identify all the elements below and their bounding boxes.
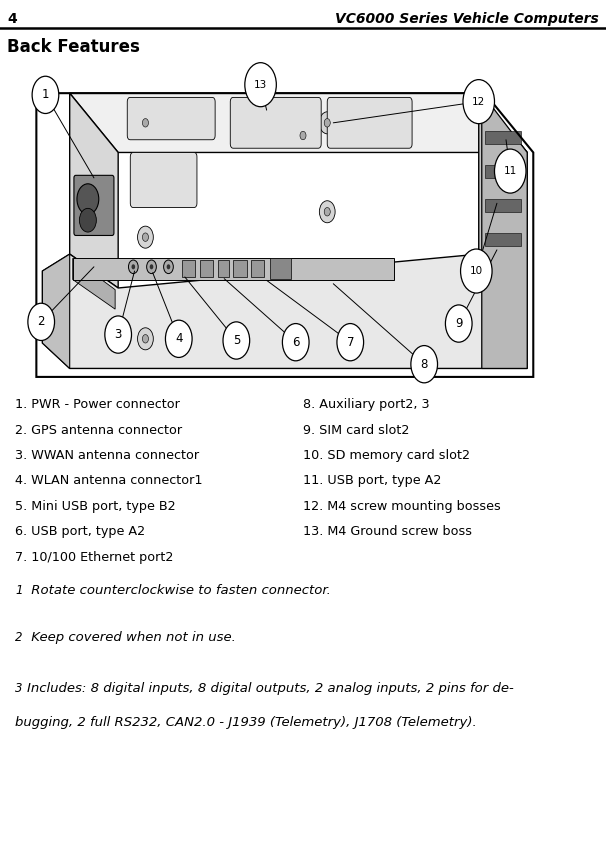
Circle shape — [142, 335, 148, 343]
Circle shape — [142, 233, 148, 241]
Text: 1. PWR - Power connector: 1. PWR - Power connector — [15, 398, 180, 411]
Circle shape — [461, 249, 492, 293]
Circle shape — [282, 324, 309, 361]
Text: 11. USB port, type A2: 11. USB port, type A2 — [303, 474, 441, 487]
Circle shape — [319, 112, 335, 134]
Text: 2: 2 — [15, 631, 22, 644]
Circle shape — [319, 201, 335, 223]
Text: 12. M4 screw mounting bosses: 12. M4 screw mounting bosses — [303, 500, 501, 512]
Text: Includes: 8 digital inputs, 8 digital outputs, 2 analog inputs, 2 pins for de-: Includes: 8 digital inputs, 8 digital ou… — [27, 682, 514, 695]
FancyBboxPatch shape — [200, 260, 213, 277]
Text: 4: 4 — [175, 332, 182, 346]
FancyBboxPatch shape — [218, 260, 229, 277]
Text: 6: 6 — [292, 335, 299, 349]
FancyBboxPatch shape — [74, 175, 114, 235]
Circle shape — [105, 316, 132, 353]
Circle shape — [494, 149, 526, 193]
Text: 9: 9 — [455, 317, 462, 330]
Polygon shape — [482, 93, 527, 368]
FancyBboxPatch shape — [270, 258, 291, 279]
Text: 2. GPS antenna connector: 2. GPS antenna connector — [15, 424, 182, 436]
Text: 12: 12 — [472, 97, 485, 107]
Circle shape — [138, 112, 153, 134]
Circle shape — [445, 305, 472, 342]
Text: 13. M4 Ground screw boss: 13. M4 Ground screw boss — [303, 525, 472, 538]
Polygon shape — [73, 258, 394, 280]
Circle shape — [128, 260, 138, 274]
FancyBboxPatch shape — [182, 260, 195, 277]
Circle shape — [164, 260, 173, 274]
Circle shape — [28, 303, 55, 340]
Circle shape — [79, 208, 96, 232]
Circle shape — [295, 125, 311, 147]
Circle shape — [150, 264, 153, 269]
FancyBboxPatch shape — [485, 131, 521, 144]
Polygon shape — [42, 254, 527, 368]
Circle shape — [77, 184, 99, 214]
Polygon shape — [70, 93, 527, 152]
FancyBboxPatch shape — [251, 260, 264, 277]
Text: VC6000 Series Vehicle Computers: VC6000 Series Vehicle Computers — [335, 12, 599, 25]
Text: 13: 13 — [254, 80, 267, 90]
Polygon shape — [73, 258, 115, 309]
Circle shape — [147, 260, 156, 274]
FancyBboxPatch shape — [485, 199, 521, 212]
Text: Rotate counterclockwise to fasten connector.: Rotate counterclockwise to fasten connec… — [27, 584, 331, 597]
Text: 5. Mini USB port, type B2: 5. Mini USB port, type B2 — [15, 500, 176, 512]
Circle shape — [142, 119, 148, 127]
FancyBboxPatch shape — [327, 97, 412, 148]
Text: 4: 4 — [7, 12, 17, 25]
FancyBboxPatch shape — [233, 260, 247, 277]
Text: Back Features: Back Features — [7, 38, 140, 56]
Circle shape — [463, 80, 494, 124]
Circle shape — [337, 324, 364, 361]
Text: 3: 3 — [115, 328, 122, 341]
Text: 1: 1 — [15, 584, 22, 597]
FancyBboxPatch shape — [127, 97, 215, 140]
Text: 10: 10 — [470, 266, 483, 276]
Text: 10. SD memory card slot2: 10. SD memory card slot2 — [303, 449, 470, 462]
Text: 2: 2 — [38, 315, 45, 329]
Text: 8. Auxiliary port2, 3: 8. Auxiliary port2, 3 — [303, 398, 430, 411]
Text: Keep covered when not in use.: Keep covered when not in use. — [27, 631, 236, 644]
Circle shape — [167, 264, 170, 269]
Text: 9. SIM card slot2: 9. SIM card slot2 — [303, 424, 410, 436]
Text: 8: 8 — [421, 357, 428, 371]
FancyBboxPatch shape — [485, 165, 521, 178]
Circle shape — [132, 264, 135, 269]
Text: 11: 11 — [504, 166, 517, 176]
Text: 5: 5 — [233, 334, 240, 347]
Polygon shape — [70, 93, 118, 288]
Circle shape — [223, 322, 250, 359]
Circle shape — [324, 119, 330, 127]
Text: 7: 7 — [347, 335, 354, 349]
Circle shape — [300, 131, 306, 140]
Circle shape — [245, 63, 276, 107]
FancyBboxPatch shape — [485, 233, 521, 246]
Text: 4. WLAN antenna connector1: 4. WLAN antenna connector1 — [15, 474, 202, 487]
Circle shape — [32, 76, 59, 113]
Circle shape — [165, 320, 192, 357]
Text: 3. WWAN antenna connector: 3. WWAN antenna connector — [15, 449, 199, 462]
Circle shape — [411, 346, 438, 383]
FancyBboxPatch shape — [230, 97, 321, 148]
Circle shape — [324, 208, 330, 216]
Text: 6. USB port, type A2: 6. USB port, type A2 — [15, 525, 145, 538]
Circle shape — [138, 328, 153, 350]
Text: 3: 3 — [15, 682, 22, 695]
Circle shape — [138, 226, 153, 248]
Polygon shape — [42, 254, 70, 368]
FancyBboxPatch shape — [130, 152, 197, 208]
Text: 7. 10/100 Ethernet port2: 7. 10/100 Ethernet port2 — [15, 551, 173, 563]
Text: 1: 1 — [42, 88, 49, 102]
Text: bugging, 2 full RS232, CAN2.0 - J1939 (Telemetry), J1708 (Telemetry).: bugging, 2 full RS232, CAN2.0 - J1939 (T… — [15, 716, 477, 728]
Polygon shape — [479, 93, 527, 305]
